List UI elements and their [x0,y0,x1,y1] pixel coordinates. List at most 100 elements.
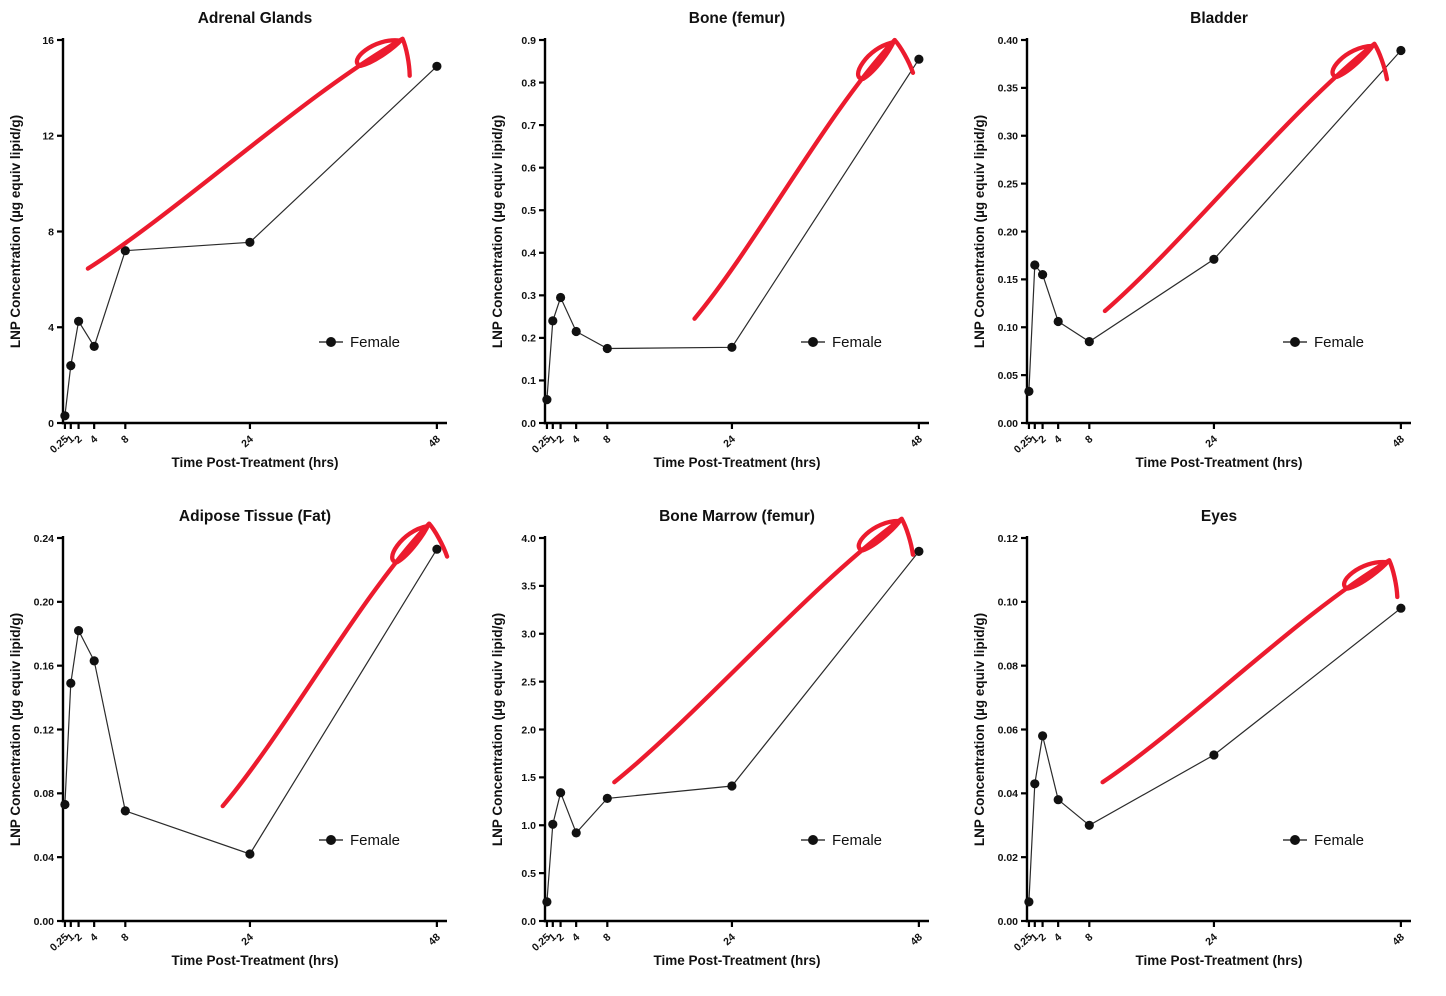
data-point [571,326,581,337]
x-tick-label: 48 [426,433,443,450]
chart-bladder: Bladder 0.00 0.05 0.10 0.15 0.20 0.25 0.30 0.35 0… [972,10,1411,470]
chart-bone-femur: Bone (femur) 0.0 0.1 0.2 0.3 0.4 0.5 0.6 0.7 0.8 0… [490,10,929,470]
x-tick-label: 48 [1390,433,1407,450]
chart-title: Eyes [1201,508,1237,525]
data-point [548,819,558,829]
data-point [914,54,924,64]
x-axis-title: Time Post-Treatment (hrs) [653,455,820,470]
x-tick-label: 4 [570,433,582,446]
data-point [66,361,76,371]
legend-marker-dot [326,337,336,347]
y-tick-label: 0.00 [998,418,1019,430]
y-tick-label: 1.0 [521,820,536,832]
data-point [542,395,552,405]
data-point [74,316,84,326]
y-tick-label: 3.5 [521,581,536,593]
data-point [556,788,566,798]
y-tick-label: 0.3 [521,290,536,302]
data-point [432,61,442,71]
y-axis-title: LNP Concentration (µg equiv lipid/g) [972,613,987,846]
hand-drawn-arrow-annotation [1102,41,1390,314]
data-point [1024,386,1034,396]
data-line-female [546,551,920,902]
y-tick-label: 4 [48,322,54,334]
data-point [89,341,99,351]
panel-bone-femur: Bone (femur) 0.0 0.1 0.2 0.3 0.4 0.5 0.6 0.7 0.8 0… [482,0,964,498]
y-tick-label: 0.1 [521,375,536,387]
data-point [727,342,737,352]
data-point [1209,750,1219,760]
x-tick-label: 48 [908,433,925,450]
y-tick-label: 0.0 [521,418,536,430]
data-point [89,656,99,666]
data-point [120,246,130,256]
x-tick-label: 4 [1052,931,1064,944]
x-tick-label: 48 [908,931,925,948]
x-axis-title: Time Post-Treatment (hrs) [1135,455,1302,470]
y-tick-label: 0.12 [34,724,55,736]
chart-adipose-tissue-fat: Adipose Tissue (Fat) 0.00 0.04 0.08 0.12 0.16… [8,508,450,968]
data-point [602,793,612,803]
x-tick-label: 8 [601,433,613,446]
chart-title: Bladder [1190,10,1248,27]
data-point [914,546,924,556]
y-tick-label: 0.0 [521,916,536,928]
hand-drawn-arrow-annotation [612,516,916,785]
x-tick-label: 8 [1083,433,1095,446]
y-tick-label: 0.4 [521,248,536,260]
x-tick-label: 8 [601,931,613,944]
y-tick-label: 12 [42,131,54,143]
x-tick-label: 48 [426,931,443,948]
legend-label-female: Female [1314,334,1364,351]
y-tick-label: 2.5 [521,676,536,688]
data-point [1084,820,1094,830]
y-tick-label: 0.9 [521,35,536,47]
x-tick-label: 24 [721,433,738,450]
y-tick-label: 0.02 [998,852,1019,864]
y-tick-label: 0.5 [521,868,536,880]
x-tick-label: 48 [1390,931,1407,948]
data-point [571,828,581,838]
y-tick-label: 0.20 [998,226,1019,238]
x-axis-title: Time Post-Treatment (hrs) [1135,953,1302,968]
data-point [1038,270,1048,280]
y-tick-label: 0.10 [998,322,1019,334]
data-line-female [64,548,438,855]
y-tick-label: 0.24 [34,533,55,545]
y-tick-label: 0.08 [34,788,55,800]
x-tick-label: 4 [88,931,100,944]
data-point [602,343,612,354]
y-tick-label: 8 [48,226,54,238]
x-tick-label: 24 [721,931,738,948]
legend-marker-dot [808,835,818,845]
data-point [1396,45,1406,56]
y-tick-label: 1.5 [521,772,536,784]
data-point [74,626,84,636]
data-point [727,781,737,791]
x-tick-label: 24 [1203,931,1220,948]
x-tick-label: 24 [1203,433,1220,450]
legend-marker-dot [1290,337,1300,347]
y-tick-label: 0.04 [998,788,1019,800]
y-tick-label: 0.6 [521,162,536,174]
x-tick-label: 8 [119,931,131,944]
y-axis-title: LNP Concentration (µg equiv lipid/g) [490,115,505,348]
x-axis-title: Time Post-Treatment (hrs) [171,455,338,470]
panel-eyes: Eyes 0.00 0.02 0.04 0.06 0.08 0.10 0.12 0.25 1 2 4 8… [964,498,1446,996]
x-tick-label: 4 [1052,433,1064,446]
data-point [1030,260,1040,270]
y-tick-label: 0.15 [998,274,1019,286]
data-point [60,411,70,421]
y-axis-title: LNP Concentration (µg equiv lipid/g) [972,115,987,348]
y-tick-label: 0.20 [34,597,55,609]
data-point [1053,795,1063,805]
data-point [542,897,552,907]
x-axis-title: Time Post-Treatment (hrs) [653,953,820,968]
y-tick-label: 0.8 [521,77,536,89]
x-tick-label: 24 [239,931,256,948]
legend-label-female: Female [832,334,882,351]
y-tick-label: 0.06 [998,724,1019,736]
